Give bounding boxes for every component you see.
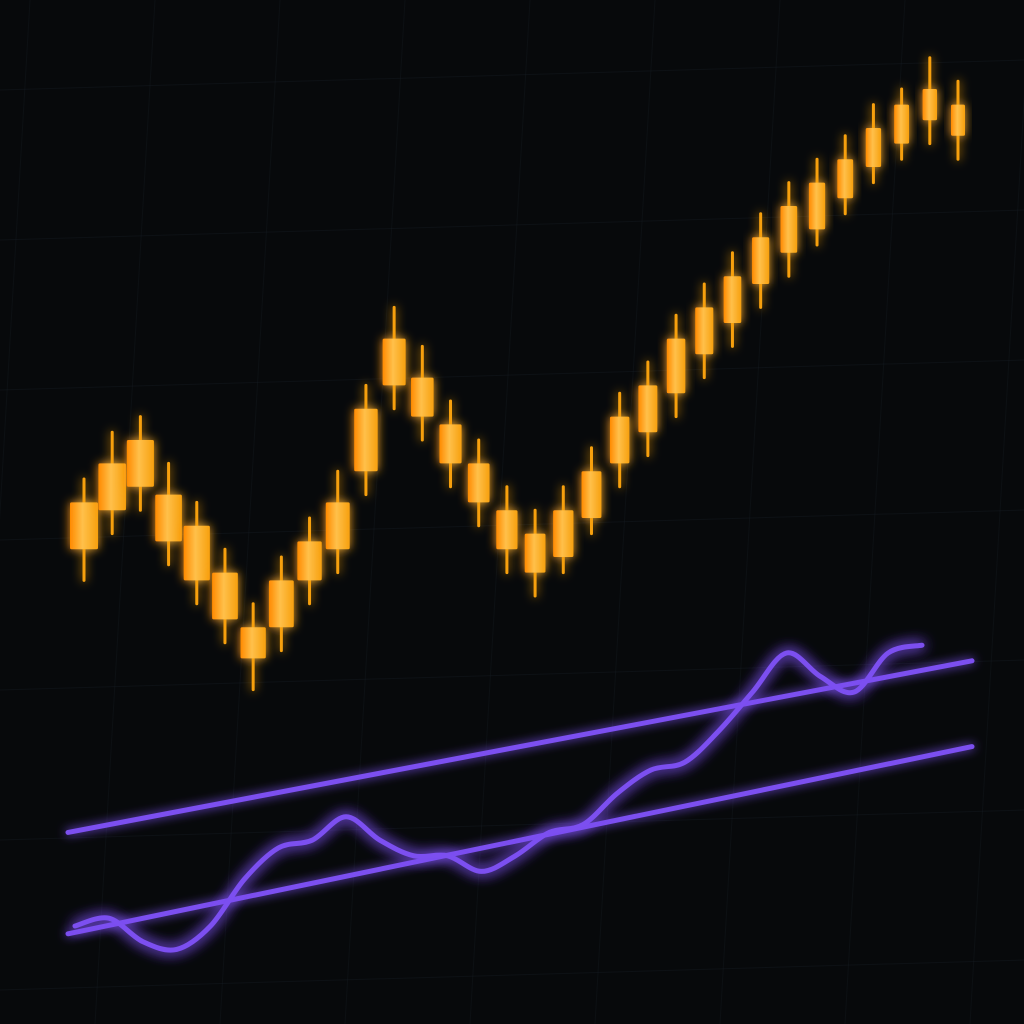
candle [780, 181, 798, 278]
candle [723, 251, 742, 348]
candle-body [837, 159, 854, 199]
candle [581, 446, 602, 536]
oscillator-panel [65, 642, 975, 953]
candle [865, 103, 882, 185]
candle-body [268, 580, 294, 628]
candle-body [155, 494, 182, 542]
grid-line-v [969, 93, 1024, 1024]
grid-line-v [594, 0, 656, 1024]
candle-body [524, 533, 546, 573]
candle [98, 430, 126, 536]
candle [467, 438, 490, 528]
oscillator-line [72, 642, 925, 953]
candle-body [922, 89, 938, 121]
grid-line-v [94, 0, 156, 1024]
candle-body [723, 276, 742, 323]
candle-body [439, 424, 462, 464]
oscillator-band-line [65, 744, 975, 937]
candle [837, 134, 854, 216]
candle-body [411, 377, 434, 417]
candle [695, 282, 714, 380]
candle [240, 602, 266, 692]
candle-body [581, 471, 602, 518]
candle-body [354, 408, 378, 472]
candle-body [325, 502, 350, 550]
candle-body [695, 307, 714, 355]
grid-line-v [844, 0, 906, 1024]
candle-body [382, 338, 406, 386]
candles [70, 56, 965, 692]
candle-body [951, 104, 965, 136]
candle [70, 477, 98, 582]
grid-line-h [0, 209, 1024, 241]
candle-body [297, 541, 322, 581]
candle [666, 313, 686, 419]
candle [411, 344, 434, 442]
candle [553, 485, 574, 575]
grid-line-v [344, 0, 406, 1024]
candle [638, 360, 658, 458]
candle [894, 87, 910, 161]
candle [325, 469, 350, 575]
oscillator-band-line [65, 658, 975, 835]
candle [212, 547, 238, 645]
candle [297, 516, 322, 606]
candle-body [638, 385, 658, 433]
candle-body [894, 104, 910, 144]
candle [609, 391, 630, 489]
candle [439, 399, 462, 489]
candle [496, 485, 518, 575]
candle-body [808, 182, 826, 230]
candle-body [553, 510, 574, 557]
candle [808, 157, 826, 247]
candle [155, 461, 182, 567]
candle [268, 555, 294, 653]
candle-body [240, 627, 266, 659]
candle-body [467, 463, 490, 503]
candle-body [865, 128, 882, 167]
candle [354, 383, 378, 497]
grid-line-h [0, 359, 1024, 391]
grid-line-h [0, 809, 1024, 841]
grid-line-v [219, 0, 281, 1024]
candle-body [183, 525, 210, 581]
grid-line-h [0, 59, 1024, 91]
grid-line-h [0, 659, 1024, 691]
candle [922, 56, 938, 146]
grid-line-v [0, 0, 31, 521]
grid-line-v [719, 0, 781, 1024]
candle-body [609, 416, 630, 464]
candle [183, 500, 210, 606]
candle-body [212, 572, 238, 620]
candle-body [98, 463, 126, 511]
grid-line-h [0, 959, 1024, 991]
candle [951, 79, 965, 161]
candle [524, 508, 546, 598]
candle-body [496, 510, 518, 550]
candle-body [752, 237, 770, 284]
candle-body [126, 440, 154, 487]
candle-body [780, 206, 798, 253]
candle [752, 212, 770, 309]
candle [126, 415, 154, 512]
candle-body [70, 502, 98, 550]
candle [382, 305, 406, 411]
candle-body [666, 338, 686, 394]
